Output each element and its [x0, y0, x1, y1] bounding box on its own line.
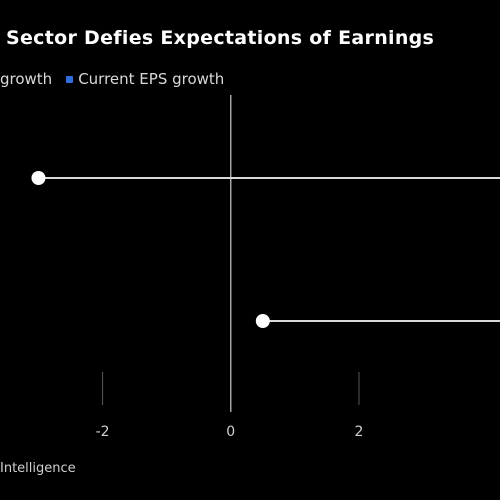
legend-label-growth: growth	[0, 70, 53, 88]
x-tick-label: 0	[226, 424, 235, 440]
source-note: Intelligence	[0, 461, 76, 476]
data-point	[31, 171, 46, 185]
x-tick-label: -2	[96, 424, 110, 440]
chart-legend: growth Current EPS growth	[0, 70, 238, 88]
legend-swatch-current-eps-growth	[66, 75, 74, 83]
legend-item-current-eps-growth: Current EPS growth	[66, 70, 224, 88]
legend-label-current-eps-growth: Current EPS growth	[78, 70, 225, 88]
legend-item-growth: growth	[0, 70, 52, 88]
data-point	[255, 314, 270, 328]
x-tick-label: 2	[355, 424, 364, 440]
chart-title: Sector Defies Expectations of Earnings	[6, 27, 435, 49]
